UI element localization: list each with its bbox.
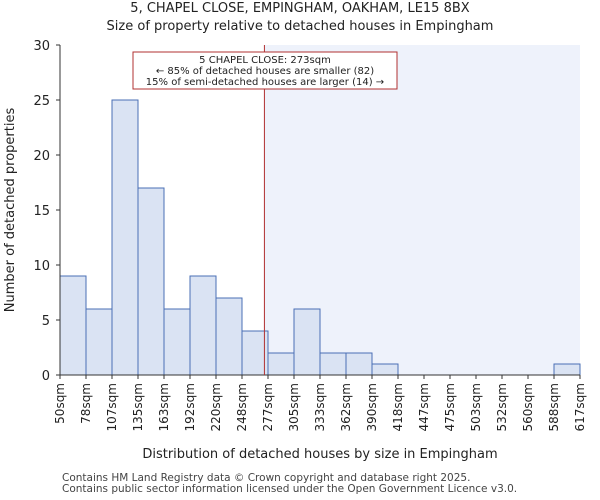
x-axis-label: Distribution of detached houses by size … bbox=[142, 447, 497, 462]
x-tick-label: 305sqm bbox=[287, 383, 301, 431]
x-tick-label: 248sqm bbox=[235, 383, 249, 431]
histogram-bar bbox=[137, 187, 165, 376]
x-tick-label: 192sqm bbox=[183, 383, 197, 431]
y-tick-label: 25 bbox=[33, 94, 50, 109]
y-axis-label: Number of detached properties bbox=[3, 108, 18, 313]
footer-copyright: Contains HM Land Registry data © Crown c… bbox=[62, 472, 471, 484]
x-tick-label: 447sqm bbox=[417, 383, 431, 431]
histogram-bar bbox=[215, 297, 243, 376]
x-tick-label: 50sqm bbox=[53, 383, 67, 424]
x-tick-label: 78sqm bbox=[79, 383, 93, 424]
histogram-bar bbox=[189, 275, 217, 376]
histogram-bar bbox=[85, 308, 113, 376]
histogram-bar bbox=[345, 352, 373, 376]
histogram-bar bbox=[293, 308, 321, 376]
x-tick-label: 475sqm bbox=[443, 383, 457, 431]
x-tick-label: 277sqm bbox=[261, 383, 275, 431]
chart-subtitle: Size of property relative to detached ho… bbox=[106, 19, 494, 34]
histogram-bar bbox=[371, 363, 399, 376]
histogram-bar bbox=[59, 275, 87, 376]
x-tick-label: 135sqm bbox=[131, 383, 145, 431]
chart-title: 5, CHAPEL CLOSE, EMPINGHAM, OAKHAM, LE15… bbox=[130, 1, 470, 16]
y-tick-label: 5 bbox=[42, 314, 50, 329]
x-tick-label: 362sqm bbox=[339, 383, 353, 431]
histogram-bar bbox=[111, 99, 139, 376]
annotation-line: 5 CHAPEL CLOSE: 273sqm bbox=[199, 55, 331, 66]
x-tick-label: 390sqm bbox=[365, 383, 379, 431]
annotation-box bbox=[132, 51, 398, 90]
histogram-bar bbox=[267, 352, 295, 376]
x-tick-label: 163sqm bbox=[157, 383, 171, 431]
y-tick-label: 0 bbox=[42, 369, 50, 384]
annotation-line: 15% of semi-detached houses are larger (… bbox=[146, 77, 384, 88]
histogram-bar bbox=[319, 352, 347, 376]
x-tick-label: 107sqm bbox=[105, 383, 119, 431]
annotation-line: ← 85% of detached houses are smaller (82… bbox=[156, 66, 374, 77]
x-tick-label: 333sqm bbox=[313, 383, 327, 431]
histogram-chart: 0 5 10 15 20 25 30 50sqm 78sqm 107sqm 135sqm 163sqm… bbox=[3, 39, 587, 462]
x-tick-label: 418sqm bbox=[391, 383, 405, 431]
y-tick-label: 10 bbox=[33, 259, 50, 274]
x-tick-label: 617sqm bbox=[573, 383, 587, 431]
x-tick-label: 220sqm bbox=[209, 383, 223, 431]
footer-licence: Contains public sector information licen… bbox=[62, 483, 518, 495]
y-tick-label: 20 bbox=[33, 149, 50, 164]
y-tick-label: 15 bbox=[33, 204, 50, 219]
x-tick-label: 503sqm bbox=[469, 383, 483, 431]
x-tick-label: 532sqm bbox=[495, 383, 509, 431]
histogram-bar bbox=[163, 308, 191, 376]
histogram-bar bbox=[553, 363, 581, 376]
x-tick-label: 588sqm bbox=[547, 383, 561, 431]
y-tick-label: 30 bbox=[33, 39, 50, 54]
x-tick-label: 560sqm bbox=[521, 383, 535, 431]
